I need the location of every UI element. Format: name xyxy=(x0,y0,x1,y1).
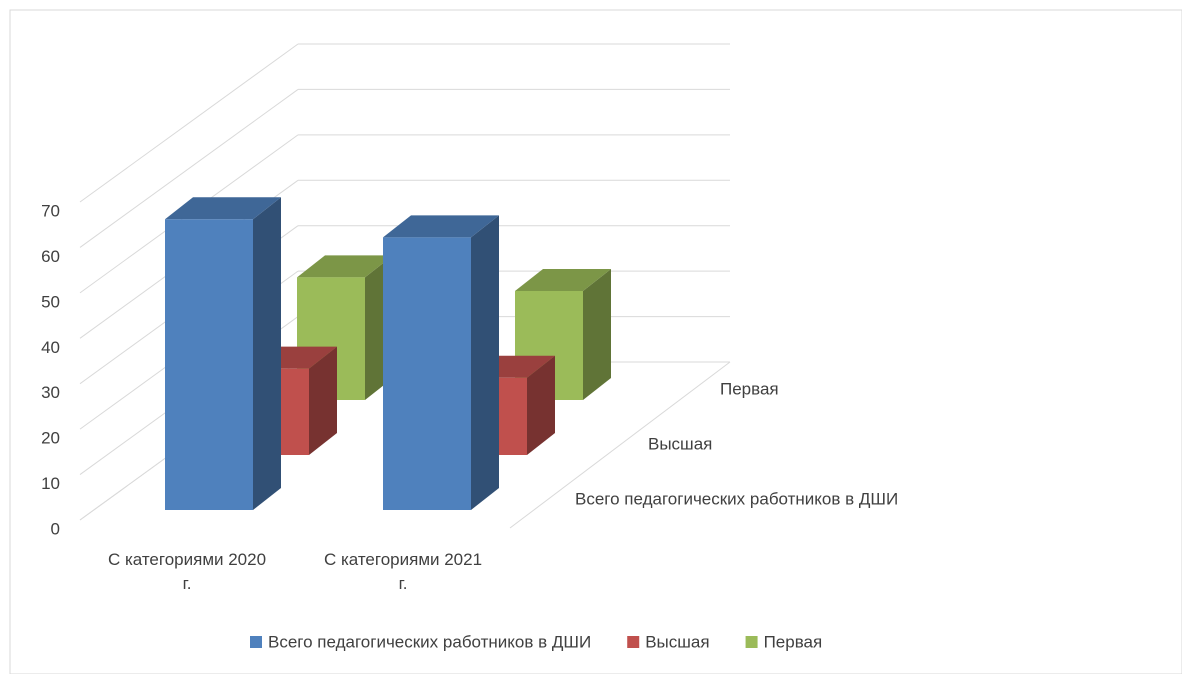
legend-label: Всего педагогических работников в ДШИ xyxy=(268,632,591,651)
floor-edge xyxy=(509,361,731,529)
bar-side xyxy=(583,268,611,400)
y-tick-label: 50 xyxy=(41,292,60,311)
bar-side xyxy=(253,197,281,510)
bar-side xyxy=(471,215,499,510)
y-tick-label: 0 xyxy=(51,519,60,538)
bar-side xyxy=(309,346,337,455)
x-tick-label: С категориями 2021 г. xyxy=(323,550,483,593)
depth-axis-label: Всего педагогических работников в ДШИ xyxy=(575,489,898,508)
legend-swatch xyxy=(745,636,758,648)
depth-axis-label: Высшая xyxy=(648,434,712,453)
grid-line xyxy=(79,89,299,248)
y-tick-label: 10 xyxy=(41,474,60,493)
x-tick-label: С категориями 2020 г. xyxy=(107,550,267,593)
legend-swatch xyxy=(250,636,262,648)
y-tick-label: 60 xyxy=(41,247,60,266)
bar-top xyxy=(383,215,499,238)
bar-top xyxy=(165,197,281,220)
depth-axis-label: Первая xyxy=(720,379,779,398)
y-tick-label: 40 xyxy=(41,338,60,357)
legend-label: Высшая xyxy=(645,632,709,651)
bar xyxy=(383,237,471,510)
frame xyxy=(9,9,1182,674)
y-tick-label: 30 xyxy=(41,383,60,402)
y-tick-label: 20 xyxy=(41,429,60,448)
bar-top xyxy=(515,268,611,291)
bar-side xyxy=(527,355,555,455)
grid-line xyxy=(79,43,299,203)
legend-label: Первая xyxy=(764,632,823,651)
legend-swatch xyxy=(627,636,640,648)
y-tick-label: 70 xyxy=(41,201,60,220)
bar-top xyxy=(297,255,393,278)
bar xyxy=(165,219,253,510)
